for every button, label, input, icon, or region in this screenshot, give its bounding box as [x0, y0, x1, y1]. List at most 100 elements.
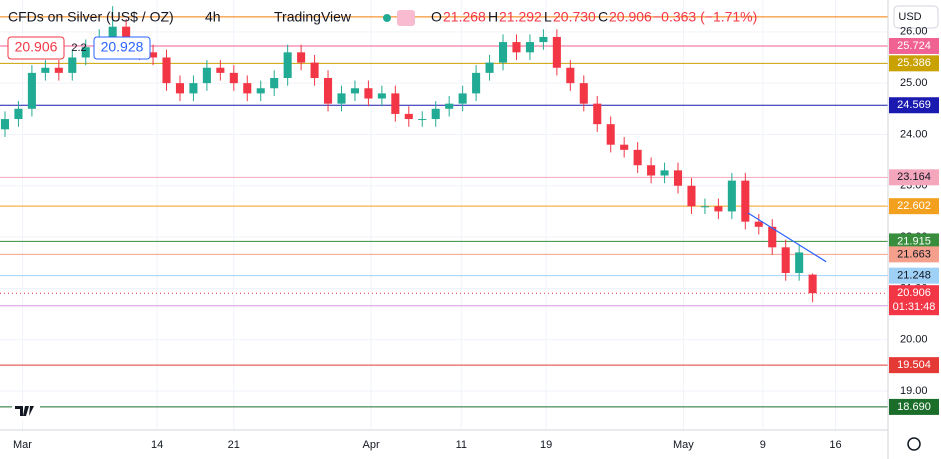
currency: USD — [898, 11, 921, 23]
open-value: 21.268 — [443, 9, 486, 25]
level-label-bg — [889, 37, 939, 54]
buy-price: 20.928 — [101, 39, 144, 55]
candle-body — [485, 62, 494, 73]
spread: 2.2 — [71, 42, 86, 54]
candle-body — [229, 72, 238, 84]
tv-logo — [12, 402, 40, 420]
x-tick-label: 19 — [540, 439, 552, 451]
sell-button[interactable] — [7, 36, 65, 60]
candle-body — [404, 113, 413, 120]
candle-body — [202, 67, 211, 84]
x-tick-label: 9 — [760, 439, 766, 451]
buy-button[interactable] — [93, 36, 151, 60]
level-label-bg — [889, 233, 939, 250]
plot-area — [0, 0, 888, 430]
flag-icon[interactable] — [397, 10, 415, 26]
currency-button[interactable] — [893, 5, 939, 29]
candle-body — [81, 47, 90, 58]
change-value: −0.363 (−1.71%) — [653, 9, 757, 25]
candle-body — [0, 119, 10, 130]
candle-body — [270, 77, 279, 89]
y-tick-label: 25.00 — [900, 77, 928, 89]
candle-body — [633, 149, 642, 166]
candle-body — [741, 180, 750, 222]
candle-body — [149, 52, 158, 58]
candle-body — [781, 247, 790, 273]
candle-body — [687, 185, 696, 207]
x-tick-label: 11 — [456, 439, 467, 451]
x-tick-label: 16 — [829, 439, 841, 451]
candle-body — [377, 93, 386, 99]
candle-body — [41, 67, 50, 73]
candle-body — [364, 88, 373, 99]
level-label: 22.602 — [897, 200, 931, 212]
level-label: 19.504 — [897, 359, 931, 371]
y-tick-label: 19.00 — [900, 385, 928, 397]
last-price-bg — [889, 285, 939, 316]
y-tick-label: 24.00 — [900, 128, 928, 140]
candle-body — [445, 103, 454, 109]
candle-body — [620, 144, 629, 150]
sell-price: 20.906 — [15, 39, 58, 55]
candle-body — [472, 72, 481, 94]
candle-body — [606, 124, 615, 145]
interval: 4h — [205, 9, 221, 25]
candle-body — [647, 165, 656, 176]
trendline — [747, 212, 827, 263]
candle-body — [808, 274, 817, 294]
candle-body — [283, 52, 292, 78]
level-label-bg — [889, 97, 939, 114]
x-tick-label: 14 — [151, 439, 163, 451]
candle-body — [498, 42, 508, 63]
candle-body — [593, 103, 602, 125]
candle-body — [754, 221, 763, 227]
brand: TradingView — [274, 9, 352, 25]
level-label-bg — [889, 55, 939, 72]
low-value: 20.730 — [553, 9, 596, 25]
candle-body — [431, 108, 440, 120]
high-value: 21.292 — [499, 9, 542, 25]
level-label: 21.663 — [897, 248, 931, 260]
candle-body — [795, 252, 804, 273]
candle-body — [189, 83, 198, 94]
candle-body — [162, 57, 171, 84]
candle-body — [512, 42, 521, 53]
x-tick-label: May — [673, 439, 694, 451]
level-label: 23.164 — [897, 171, 931, 183]
level-label-bg — [889, 357, 939, 374]
candle-body — [525, 42, 534, 53]
candle-body — [714, 206, 723, 212]
candle-body — [552, 36, 561, 68]
candle-body — [27, 72, 36, 109]
candle-body — [297, 52, 306, 63]
level-label-bg — [889, 198, 939, 215]
symbol-title: CFDs on Silver (US$ / OZ) — [8, 9, 174, 25]
level-label: 25.724 — [897, 40, 931, 52]
candle-body — [54, 67, 63, 73]
candle-body — [310, 62, 319, 78]
level-label: 21.915 — [897, 235, 931, 247]
candle-body — [700, 206, 709, 208]
x-tick-label: 21 — [228, 439, 240, 451]
high-label: H — [488, 9, 498, 25]
level-label-bg — [889, 169, 939, 186]
level-label: 21.248 — [897, 270, 931, 282]
candle-body — [323, 77, 333, 104]
candle-body — [539, 36, 548, 43]
candle-body — [768, 226, 777, 248]
settings-icon[interactable] — [907, 437, 921, 451]
level-label: 24.569 — [897, 99, 931, 111]
candle-body — [216, 67, 225, 73]
candle-body — [68, 57, 77, 73]
candle-body — [256, 88, 265, 94]
logo-mark — [15, 406, 34, 416]
candle-body — [391, 93, 400, 114]
header: CFDs on Silver (US$ / OZ) 4h TradingView… — [7, 9, 757, 60]
y-tick-label: 26.00 — [900, 26, 928, 38]
close-value: 20.906 — [609, 9, 652, 25]
candle-body — [108, 26, 117, 37]
open-label: O — [431, 9, 442, 25]
candle-body — [350, 88, 359, 94]
